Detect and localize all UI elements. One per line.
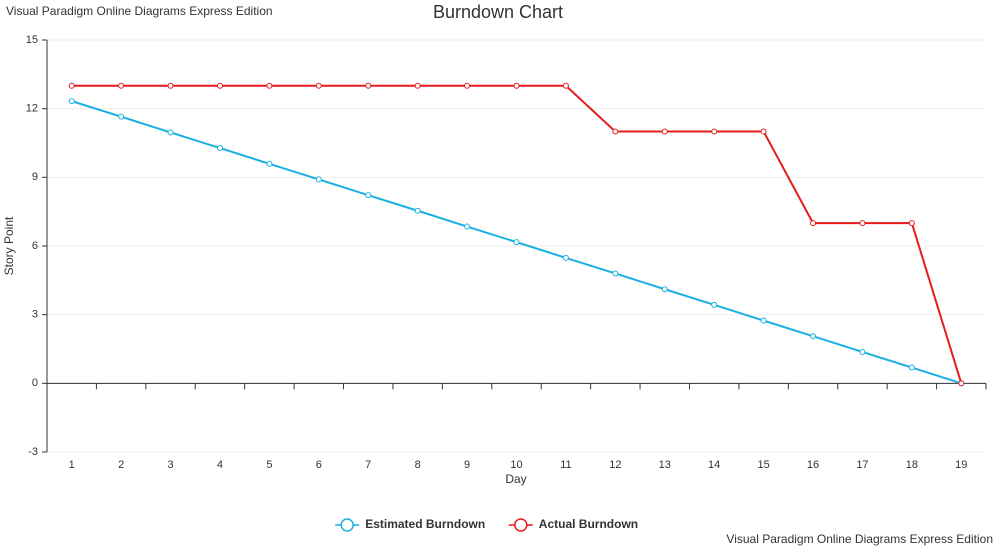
data-point [167,129,174,136]
x-tick-label: 2 [118,459,124,471]
data-point [810,220,817,227]
x-tick-label: 13 [659,459,671,471]
data-point [68,98,75,105]
data-point [711,128,718,135]
x-tick-label: 3 [167,459,173,471]
watermark: Visual Paradigm Online Diagrams Express … [726,532,993,546]
data-point [612,128,619,135]
watermark: Visual Paradigm Online Diagrams Express … [6,4,273,18]
x-tick-label: 18 [906,459,918,471]
y-tick-label: 12 [26,103,38,115]
data-point [167,82,174,89]
y-axis-label: Story Point [2,216,16,275]
x-tick-label: 4 [217,459,223,471]
data-point [315,82,322,89]
y-tick-label: -3 [28,446,38,458]
legend-swatch [514,518,528,532]
x-tick-label: 1 [69,459,75,471]
x-tick-label: 8 [415,459,421,471]
data-point [810,333,817,340]
data-point [68,82,75,89]
data-point [661,286,668,293]
x-tick-label: 10 [510,459,522,471]
y-tick-label: 15 [26,34,38,46]
data-point [216,145,223,152]
data-point [562,82,569,89]
x-axis-label: Day [505,472,526,486]
y-tick-label: 9 [32,171,38,183]
data-point [958,380,965,387]
x-tick-label: 5 [266,459,272,471]
data-point [562,254,569,261]
data-point [513,82,520,89]
legend-swatch [340,518,354,532]
data-point [661,128,668,135]
data-point [760,317,767,324]
legend-label: Actual Burndown [539,517,638,531]
x-tick-label: 17 [856,459,868,471]
data-point [266,82,273,89]
data-point [216,82,223,89]
data-point [118,113,125,120]
data-point [711,301,718,308]
data-point [513,239,520,246]
data-point [859,348,866,355]
data-point [908,220,915,227]
chart-title: Burndown Chart [433,2,563,22]
data-point [365,192,372,199]
data-point [760,128,767,135]
x-tick-label: 14 [708,459,720,471]
data-point [315,176,322,183]
x-tick-label: 7 [365,459,371,471]
series-line [71,84,963,384]
y-tick-label: 3 [32,309,38,321]
data-point [414,82,421,89]
y-tick-label: 0 [32,377,38,389]
data-point [464,223,471,230]
x-tick-label: 6 [316,459,322,471]
data-point [365,82,372,89]
y-tick-label: 6 [32,240,38,252]
x-tick-label: 15 [757,459,769,471]
x-tick-label: 9 [464,459,470,471]
x-tick-label: 19 [955,459,967,471]
data-point [464,82,471,89]
data-point [612,270,619,277]
data-point [908,364,915,371]
data-point [414,207,421,214]
data-point [266,160,273,167]
x-tick-label: 12 [609,459,621,471]
x-tick-label: 16 [807,459,819,471]
legend-label: Estimated Burndown [365,517,485,531]
x-tick-label: 11 [560,459,571,471]
data-point [859,220,866,227]
data-point [118,82,125,89]
